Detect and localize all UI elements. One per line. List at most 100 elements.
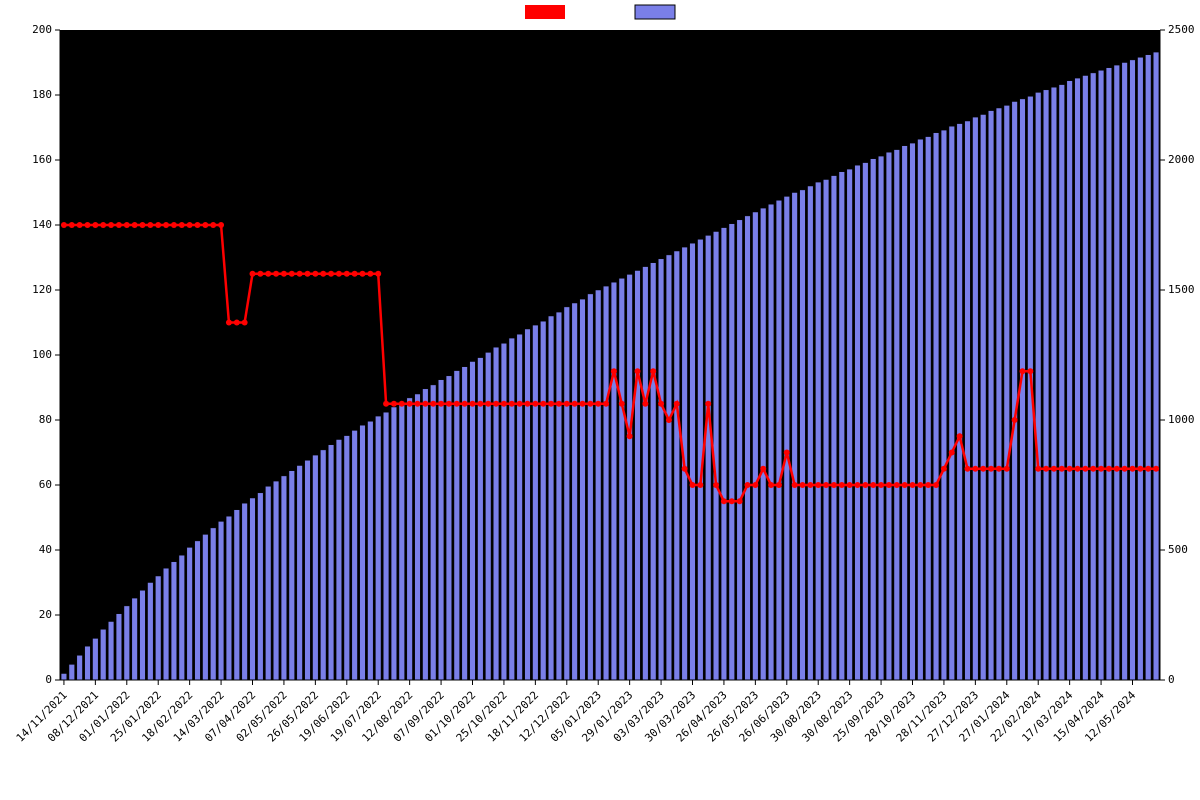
line-marker [807,482,813,488]
bar [140,590,146,680]
line-marker [1098,466,1104,472]
bar [430,385,436,680]
bar [1051,87,1057,680]
line-marker [124,222,130,228]
bar [1106,68,1112,680]
legend [525,5,675,19]
bar [690,243,696,680]
bar [776,200,782,680]
line-marker [619,401,625,407]
bar [116,614,122,680]
y-right-tick-label: 500 [1168,543,1188,556]
line-marker [242,320,248,326]
y-left-tick-label: 180 [32,88,52,101]
line-marker [297,271,303,277]
bar [155,576,161,680]
line-marker [980,466,986,472]
line-marker [509,401,515,407]
line-marker [312,271,318,277]
bar [454,371,460,680]
bar [635,271,641,681]
bar [1130,60,1136,680]
legend-swatch-line [525,5,565,19]
y-left-tick-label: 60 [39,478,52,491]
line-marker [587,401,593,407]
bar [352,430,358,680]
line-marker [776,482,782,488]
bar [100,629,106,680]
line-marker [862,482,868,488]
bar [1145,55,1151,680]
bar [886,152,892,680]
y-left-tick-label: 140 [32,218,52,231]
line-marker [642,401,648,407]
line-marker [446,401,452,407]
bar [533,325,539,680]
line-marker [422,401,428,407]
line-marker [273,271,279,277]
bar [595,290,601,680]
bar [949,126,955,680]
line-marker [697,482,703,488]
line-marker [1114,466,1120,472]
bar [847,169,853,680]
bar [721,228,727,680]
line-marker [745,482,751,488]
bar [988,111,994,680]
line-marker [218,222,224,228]
bar [902,146,908,680]
bar [768,204,774,680]
bar [187,547,193,680]
bar [666,255,672,680]
line-marker [784,450,790,456]
line-marker [470,401,476,407]
bar [556,312,562,680]
bar [611,282,617,680]
line-marker [430,401,436,407]
bar [1035,92,1041,680]
bar [894,150,900,680]
bar [760,208,766,680]
line-marker [972,466,978,472]
line-marker [234,320,240,326]
bar [1083,76,1089,681]
bar [941,130,947,680]
line-marker [179,222,185,228]
line-marker [1075,466,1081,472]
bar [297,466,303,681]
line-marker [902,482,908,488]
y-left-tick-label: 0 [45,673,52,686]
line-marker [85,222,91,228]
line-marker [721,498,727,504]
line-marker [132,222,138,228]
line-marker [548,401,554,407]
line-marker [595,401,601,407]
line-marker [305,271,311,277]
line-marker [328,271,334,277]
line-marker [187,222,193,228]
y-left-tick-label: 160 [32,153,52,166]
line-marker [140,222,146,228]
bar [336,440,342,681]
line-marker [415,401,421,407]
bar [407,398,413,680]
line-marker [941,466,947,472]
line-marker [917,482,923,488]
line-marker [108,222,114,228]
line-marker [996,466,1002,472]
line-marker [399,401,405,407]
bar [643,267,649,680]
bar [878,156,884,680]
bar [383,412,389,680]
bar [124,606,130,680]
bar [93,638,99,680]
bar [391,407,397,680]
bar [210,528,216,680]
line-marker [171,222,177,228]
bar [564,307,570,680]
bar [831,176,837,680]
line-marker [1153,466,1159,472]
line-marker [666,417,672,423]
line-marker [870,482,876,488]
line-marker [92,222,98,228]
